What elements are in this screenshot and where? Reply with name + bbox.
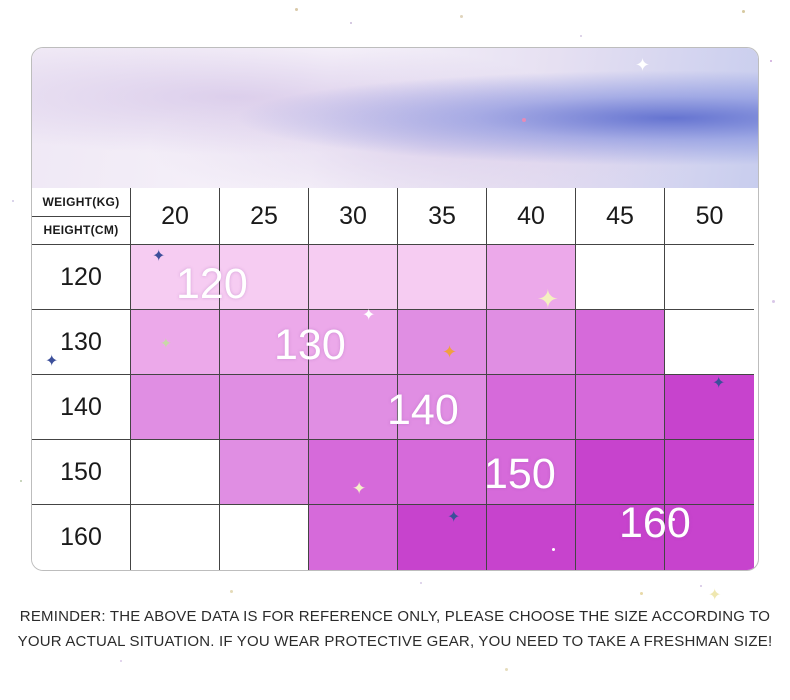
size-cell — [220, 375, 309, 440]
speck-decoration — [700, 585, 702, 587]
size-label-150: 150 — [484, 450, 556, 498]
size-chart-card: WEIGHT(KG) HEIGHT(CM) 20 25 30 35 40 45 … — [31, 47, 759, 571]
size-cell — [665, 245, 754, 310]
size-cell — [398, 310, 487, 375]
size-cell — [487, 375, 576, 440]
speck-decoration — [350, 22, 352, 24]
size-cell — [665, 375, 754, 440]
weight-header-cell: 50 — [665, 188, 754, 245]
weight-header-cell: 25 — [220, 188, 309, 245]
size-cell — [131, 440, 220, 505]
reminder-line-2: YOUR ACTUAL SITUATION. IF YOU WEAR PROTE… — [17, 633, 773, 650]
size-cell — [309, 440, 398, 505]
speck-decoration — [770, 60, 772, 62]
size-cell — [131, 245, 220, 310]
size-cell — [398, 375, 487, 440]
speck-decoration — [522, 118, 526, 122]
size-label-140: 140 — [387, 386, 459, 434]
sparkle-icon: ✦ — [635, 55, 651, 75]
speck-decoration — [12, 200, 14, 202]
size-cell — [398, 440, 487, 505]
size-cell — [131, 505, 220, 570]
speck-decoration — [552, 548, 555, 551]
weight-header-label: WEIGHT(KG) — [32, 188, 130, 217]
size-cell — [398, 245, 487, 310]
height-row-header: 160 — [32, 505, 131, 570]
speck-decoration — [672, 518, 675, 521]
size-cell — [131, 375, 220, 440]
size-cell — [220, 310, 309, 375]
sparkle-icon: ✦ — [537, 284, 559, 314]
size-cell — [309, 375, 398, 440]
sparkle-icon: ✦ — [708, 587, 722, 604]
size-cell — [398, 505, 487, 570]
size-cell — [665, 440, 754, 505]
height-header-label: HEIGHT(CM) — [43, 223, 119, 238]
height-row-header: 130 — [32, 310, 131, 375]
sparkle-icon: ✦ — [447, 509, 461, 526]
size-cell — [220, 440, 309, 505]
speck-decoration — [640, 592, 643, 595]
size-cell — [309, 310, 398, 375]
speck-decoration — [20, 480, 22, 482]
weight-header-cell: 45 — [576, 188, 665, 245]
reminder-line-1: REMINDER: THE ABOVE DATA IS FOR REFERENC… — [19, 608, 771, 625]
size-cell — [576, 375, 665, 440]
height-row-header: 140 — [32, 375, 131, 440]
size-label-130: 130 — [274, 321, 346, 369]
weight-header-cell: 40 — [487, 188, 576, 245]
size-cell — [576, 310, 665, 375]
sparkle-icon: ✦ — [45, 353, 59, 370]
speck-decoration — [580, 35, 582, 37]
size-chart-table: WEIGHT(KG) HEIGHT(CM) 20 25 30 35 40 45 … — [32, 188, 754, 570]
size-label-120: 120 — [176, 260, 248, 308]
speck-decoration — [295, 8, 298, 11]
weight-header-cell: 20 — [131, 188, 220, 245]
size-cell — [309, 245, 398, 310]
size-cell — [487, 505, 576, 570]
speck-decoration — [230, 590, 233, 593]
speck-decoration — [772, 300, 775, 303]
size-cell — [131, 310, 220, 375]
header-corner-cell: WEIGHT(KG) HEIGHT(CM) — [32, 188, 131, 245]
sparkle-icon: ✦ — [152, 248, 166, 265]
sparkle-icon: ✦ — [160, 335, 172, 351]
sparkle-icon: ✦ — [352, 479, 367, 498]
speck-decoration — [742, 10, 745, 13]
weight-header-cell: 35 — [398, 188, 487, 245]
size-cell — [487, 245, 576, 310]
speck-decoration — [505, 668, 508, 671]
size-label-160: 160 — [619, 499, 691, 547]
size-cell — [220, 245, 309, 310]
weight-header-cell: 30 — [309, 188, 398, 245]
speck-decoration — [460, 15, 463, 18]
speck-decoration — [120, 660, 122, 662]
height-row-header: 120 — [32, 245, 131, 310]
size-cell — [487, 310, 576, 375]
size-cell — [576, 505, 665, 570]
speck-decoration — [420, 582, 422, 584]
size-cell — [665, 505, 754, 570]
watercolor-banner — [32, 48, 758, 188]
sparkle-icon: ✦ — [362, 307, 376, 324]
height-row-header: 150 — [32, 440, 131, 505]
sparkle-icon: ✦ — [442, 342, 458, 362]
size-cell — [665, 310, 754, 375]
sparkle-icon: ✦ — [712, 375, 726, 392]
size-cell — [309, 505, 398, 570]
size-cell — [220, 505, 309, 570]
size-cell — [576, 440, 665, 505]
size-cell — [487, 440, 576, 505]
reminder-note: REMINDER: THE ABOVE DATA IS FOR REFERENC… — [0, 604, 790, 654]
size-cell — [576, 245, 665, 310]
